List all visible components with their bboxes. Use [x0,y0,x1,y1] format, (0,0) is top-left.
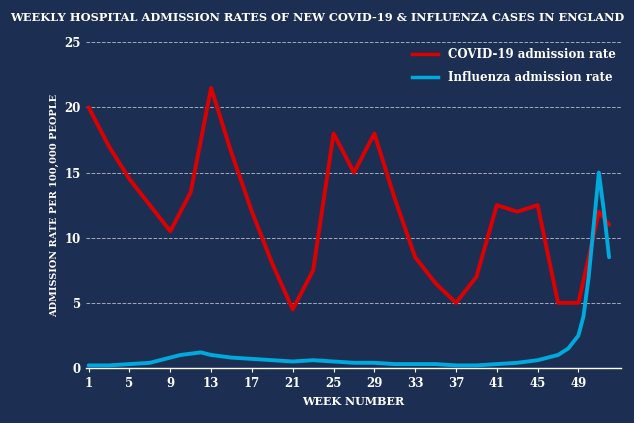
Legend: COVID-19 admission rate, Influenza admission rate: COVID-19 admission rate, Influenza admis… [412,48,616,84]
Y-axis label: ADMISSION RATE PER 100,000 PEOPLE: ADMISSION RATE PER 100,000 PEOPLE [50,93,59,317]
Text: WEEKLY HOSPITAL ADMISSION RATES OF NEW COVID-19 & INFLUENZA CASES IN ENGLAND: WEEKLY HOSPITAL ADMISSION RATES OF NEW C… [10,12,624,24]
X-axis label: WEEK NUMBER: WEEK NUMBER [302,396,404,407]
